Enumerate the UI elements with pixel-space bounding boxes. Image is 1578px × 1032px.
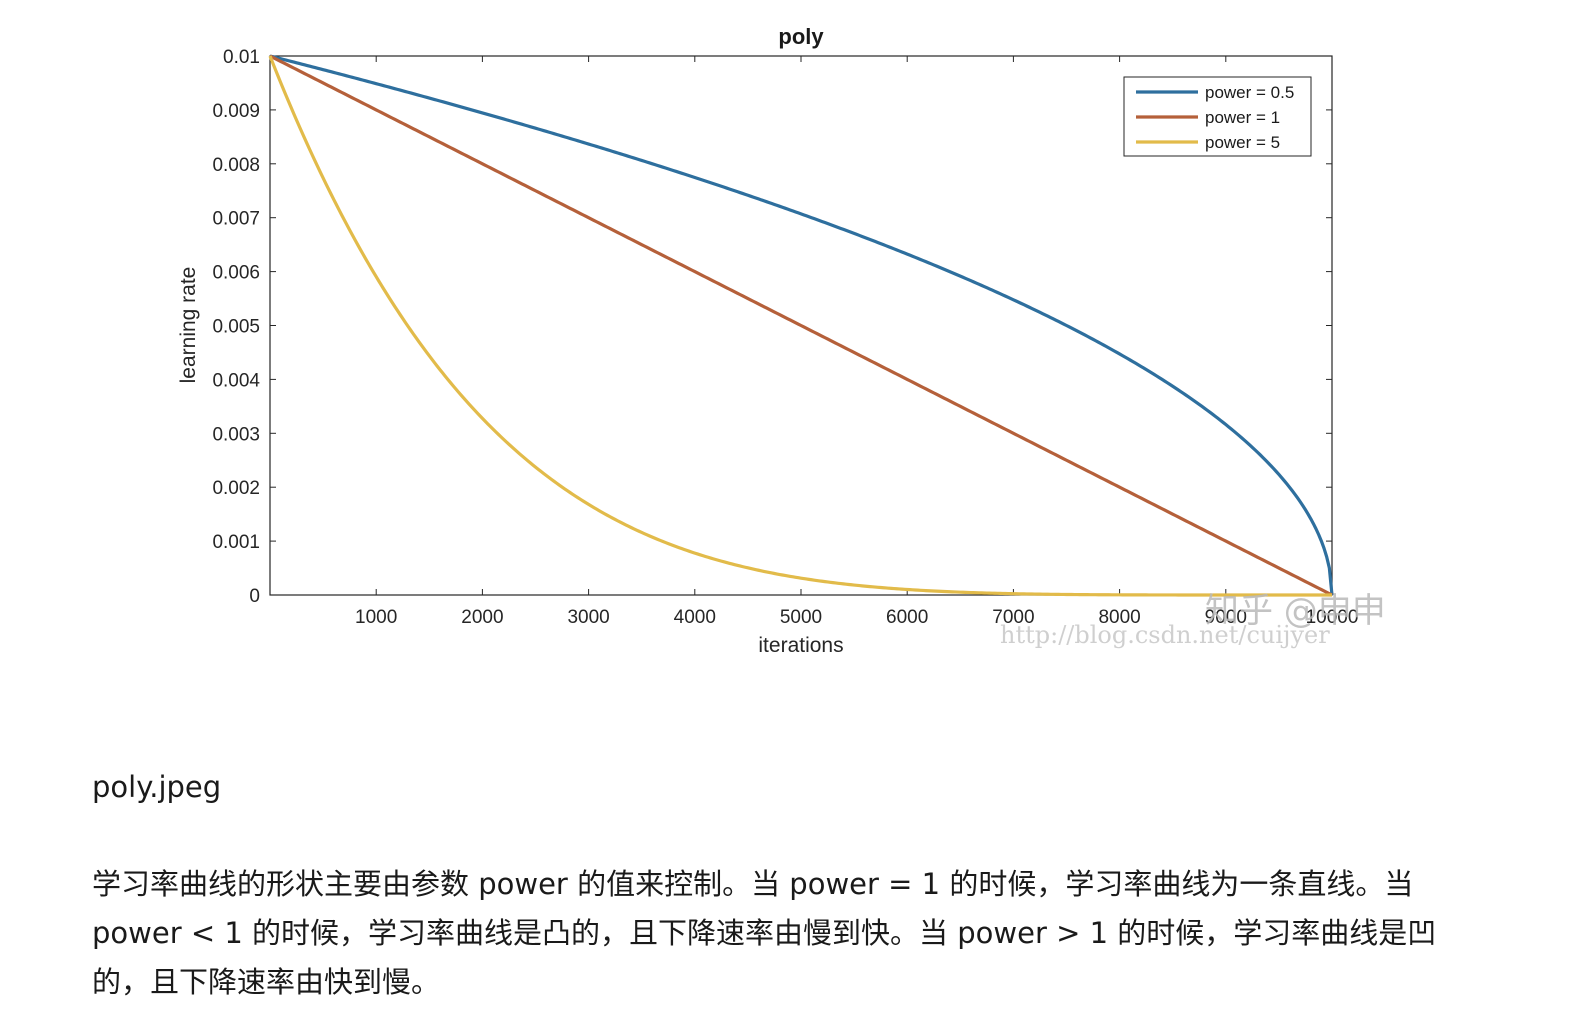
legend-label: power = 1: [1205, 108, 1280, 127]
x-tick-label: 9000: [1205, 607, 1247, 628]
y-tick-label: 0.007: [212, 209, 260, 230]
x-axis-title: iterations: [758, 634, 843, 657]
y-tick-label: 0.005: [212, 317, 260, 338]
x-tick-label: 5000: [780, 607, 822, 628]
series-lines: [268, 54, 1334, 597]
x-tick-label: 7000: [992, 607, 1034, 628]
axis-ticks: 1000 2000 3000 4000 5000 6000 7000 8000 9000 1000…: [212, 47, 1358, 628]
y-tick-label: 0: [249, 586, 260, 607]
chart-title: poly: [778, 24, 824, 49]
y-tick-label: 0.003: [212, 424, 260, 445]
y-tick-label: 0.009: [212, 101, 260, 122]
watermark-url: http://blog.csdn.net/cuijyer: [1000, 621, 1330, 649]
chart-figure: 1000 2000 3000 4000 5000 6000 7000 8000 9000 1000…: [177, 24, 1386, 657]
series-line: [268, 55, 1332, 597]
y-axis-title: learning rate: [177, 267, 200, 384]
description-paragraph: 学习率曲线的形状主要由参数 power 的值来控制。当 power = 1 的时…: [92, 867, 1437, 999]
x-tick-label: 1000: [355, 607, 397, 628]
x-tick-label: 3000: [567, 607, 609, 628]
y-tick-label: 0.006: [212, 263, 260, 284]
x-tick-label: 2000: [461, 607, 503, 628]
legend: power = 0.5 power = 1 power = 5: [1123, 76, 1312, 157]
series-line: [269, 54, 1334, 596]
y-tick-label: 0.01: [223, 47, 260, 68]
x-tick-label: 4000: [674, 607, 716, 628]
watermark-brand: 知乎 @申申: [1205, 591, 1386, 631]
image-caption: poly.jpeg: [92, 770, 222, 804]
y-tick-label: 0.008: [212, 155, 260, 176]
x-tick-label: 8000: [1098, 607, 1140, 628]
y-tick-label: 0.001: [212, 532, 260, 553]
y-tick-label: 0.004: [212, 370, 260, 391]
legend-label: power = 5: [1205, 133, 1280, 152]
poly-chart: 1000 2000 3000 4000 5000 6000 7000 8000 9000 1000…: [177, 24, 1386, 657]
legend-label: power = 0.5: [1205, 83, 1294, 102]
y-tick-label: 0.002: [212, 478, 260, 499]
series-line: [269, 54, 1333, 597]
x-tick-label: 10000: [1306, 607, 1359, 628]
x-tick-label: 6000: [886, 607, 928, 628]
watermark: 知乎 @申申 http://blog.csdn.net/cuijyer: [1000, 591, 1386, 649]
